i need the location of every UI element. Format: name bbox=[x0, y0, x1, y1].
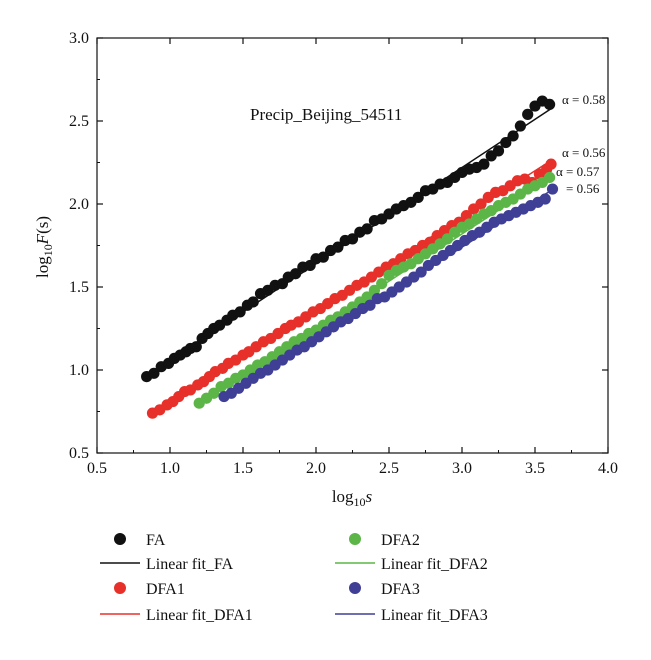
legend-marker-dfa1 bbox=[114, 582, 126, 594]
chart-title: Precip_Beijing_54511 bbox=[250, 105, 402, 124]
y-tick-label: 0.5 bbox=[69, 445, 89, 462]
point-fa bbox=[500, 136, 512, 149]
x-axis-label-var: s bbox=[366, 487, 373, 506]
point-fa bbox=[148, 367, 160, 379]
point-fa bbox=[492, 145, 505, 157]
x-tick-label: 2.0 bbox=[306, 460, 326, 477]
legend-marker-dfa3 bbox=[349, 582, 361, 594]
alpha-label-dfa3: = 0.56 bbox=[566, 181, 600, 196]
plot-frame bbox=[96, 37, 609, 454]
legend-label-dfa2: DFA2 bbox=[381, 532, 420, 549]
x-tick-label: 3.0 bbox=[452, 460, 472, 477]
point-fa bbox=[361, 223, 373, 235]
y-tick-label: 2.5 bbox=[69, 113, 89, 130]
y-tick-label: 3.0 bbox=[69, 30, 89, 47]
x-axis-label-base: log bbox=[332, 487, 354, 506]
legend-fit-label-dfa3: Linear fit_DFA3 bbox=[381, 607, 488, 624]
x-tick-label: 0.5 bbox=[87, 460, 107, 477]
x-tick-label: 1.0 bbox=[160, 460, 180, 477]
point-fa bbox=[317, 251, 329, 263]
x-tick-label: 2.5 bbox=[379, 460, 399, 477]
legend-fit-label-dfa1: Linear fit_DFA1 bbox=[146, 607, 253, 624]
point-fa bbox=[412, 191, 424, 203]
alpha-label-fa: α = 0.58 bbox=[562, 92, 605, 107]
point-fa bbox=[247, 296, 259, 308]
alpha-label-dfa1: α = 0.56 bbox=[562, 145, 606, 160]
legend-label-dfa3: DFA3 bbox=[381, 581, 420, 598]
legend-label-fa: FA bbox=[146, 532, 166, 549]
y-tick-label: 2.0 bbox=[69, 196, 89, 213]
point-fa bbox=[478, 158, 490, 170]
point-fa bbox=[346, 233, 359, 245]
x-tick-label: 1.5 bbox=[233, 460, 253, 477]
legend-marker-fa bbox=[114, 533, 126, 545]
legend-fit-label-fa: Linear fit_FA bbox=[146, 556, 234, 573]
point-fa bbox=[190, 341, 202, 353]
point-dfa1 bbox=[545, 158, 557, 170]
y-axis-label-arg: (s) bbox=[33, 216, 52, 234]
alpha-label-dfa2: α = 0.57 bbox=[556, 164, 600, 179]
axis-ticks: 0.5 1.0 1.5 2.0 2.5 3.0 3.5 4.0 0.5 1.0 1.5 2.0 2.5 3… bbox=[69, 30, 618, 477]
legend: FA Linear fit_FA DFA1 Linear fit_DFA1 DFA2 Li… bbox=[100, 532, 488, 624]
legend-fit-label-dfa2: Linear fit_DFA2 bbox=[381, 556, 488, 573]
data-points bbox=[141, 95, 559, 419]
point-fa bbox=[332, 241, 344, 253]
point-dfa3 bbox=[415, 266, 427, 278]
legend-marker-dfa2 bbox=[349, 533, 361, 545]
point-dfa3 bbox=[546, 183, 559, 195]
point-dfa2 bbox=[544, 171, 556, 184]
y-tick-label: 1.5 bbox=[69, 279, 89, 296]
y-axis-label-base: log bbox=[33, 256, 52, 278]
point-fa bbox=[289, 268, 302, 280]
y-tick-label: 1.0 bbox=[69, 362, 89, 379]
point-dfa1 bbox=[475, 198, 487, 210]
alpha-annotations: α = 0.58 α = 0.56 α = 0.57 = 0.56 bbox=[556, 92, 606, 196]
point-dfa2 bbox=[441, 233, 453, 245]
x-axis-label-sub: 10 bbox=[354, 495, 366, 509]
point-dfa3 bbox=[539, 193, 551, 205]
y-axis-label-var: F bbox=[33, 233, 52, 245]
point-dfa3 bbox=[364, 299, 376, 311]
legend-label-dfa1: DFA1 bbox=[146, 581, 185, 598]
y-axis-label-sub: 10 bbox=[41, 244, 55, 256]
point-fa bbox=[514, 120, 527, 132]
point-dfa2 bbox=[208, 387, 220, 399]
point-fa bbox=[522, 108, 534, 120]
point-fa bbox=[544, 98, 556, 110]
y-axis-label: log10F(s) bbox=[33, 216, 55, 278]
point-dfa2 bbox=[376, 278, 388, 290]
x-axis-label: log10s bbox=[332, 487, 373, 509]
x-tick-label: 3.5 bbox=[525, 460, 545, 477]
x-tick-label: 4.0 bbox=[598, 460, 618, 477]
point-fa bbox=[234, 306, 246, 318]
point-fa bbox=[507, 130, 519, 142]
